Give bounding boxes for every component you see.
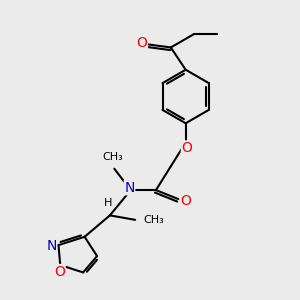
Text: CH₃: CH₃ xyxy=(143,215,164,225)
Text: N: N xyxy=(124,181,135,195)
Text: H: H xyxy=(104,198,112,208)
Text: N: N xyxy=(46,239,56,253)
Text: O: O xyxy=(136,36,147,50)
Text: CH₃: CH₃ xyxy=(103,152,123,162)
Text: O: O xyxy=(180,194,191,208)
Text: O: O xyxy=(54,265,65,279)
Text: O: O xyxy=(182,141,192,155)
